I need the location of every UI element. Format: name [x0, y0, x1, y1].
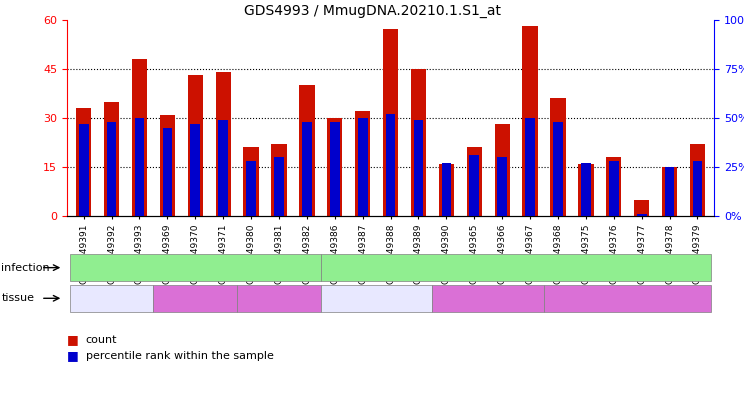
Bar — [525, 118, 535, 216]
Bar — [330, 122, 340, 216]
Bar — [355, 111, 371, 216]
Text: ■: ■ — [67, 333, 79, 347]
Bar — [551, 98, 565, 216]
Bar — [274, 157, 284, 216]
Bar — [495, 125, 510, 216]
Bar — [135, 118, 144, 216]
Bar — [439, 164, 454, 216]
Bar — [637, 214, 647, 216]
Bar — [106, 122, 117, 216]
Text: infection: infection — [1, 263, 50, 273]
Text: jejunum: jejunum — [257, 293, 301, 303]
Bar — [272, 144, 286, 216]
Bar — [411, 69, 426, 216]
Text: count: count — [86, 335, 117, 345]
Bar — [522, 26, 538, 216]
Bar — [79, 124, 89, 216]
Bar — [578, 164, 594, 216]
Bar — [664, 167, 675, 216]
Bar — [581, 163, 591, 216]
Bar — [216, 72, 231, 216]
Bar — [469, 155, 479, 216]
Bar — [187, 75, 203, 216]
Text: jejunum: jejunum — [605, 293, 650, 303]
Bar — [76, 108, 92, 216]
Bar — [190, 124, 200, 216]
Bar — [246, 161, 256, 216]
Bar — [497, 157, 507, 216]
Bar — [385, 114, 396, 216]
Bar — [553, 122, 563, 216]
Bar — [634, 200, 650, 216]
Text: healthy uninfected: healthy uninfected — [143, 263, 248, 273]
Bar — [160, 115, 175, 216]
Bar — [414, 120, 423, 216]
Text: lung: lung — [100, 293, 124, 303]
Text: simian immunodeficiency virus infected: simian immunodeficiency virus infected — [405, 263, 628, 273]
Bar — [693, 161, 702, 216]
Text: colon: colon — [180, 293, 211, 303]
Text: lung: lung — [365, 293, 389, 303]
Text: colon: colon — [473, 293, 503, 303]
Text: percentile rank within the sample: percentile rank within the sample — [86, 351, 274, 361]
Text: ■: ■ — [67, 349, 79, 362]
Bar — [218, 120, 228, 216]
Bar — [606, 157, 621, 216]
Bar — [162, 128, 173, 216]
Bar — [690, 144, 705, 216]
Text: tissue: tissue — [1, 293, 34, 303]
Bar — [662, 167, 677, 216]
Bar — [441, 163, 452, 216]
Bar — [466, 147, 482, 216]
Bar — [302, 122, 312, 216]
Bar — [299, 85, 315, 216]
Bar — [327, 118, 342, 216]
Bar — [358, 118, 368, 216]
Bar — [104, 101, 119, 216]
Bar — [243, 147, 259, 216]
Bar — [609, 161, 619, 216]
Bar — [383, 29, 398, 216]
Bar — [132, 59, 147, 216]
Text: GDS4993 / MmugDNA.20210.1.S1_at: GDS4993 / MmugDNA.20210.1.S1_at — [243, 4, 501, 18]
